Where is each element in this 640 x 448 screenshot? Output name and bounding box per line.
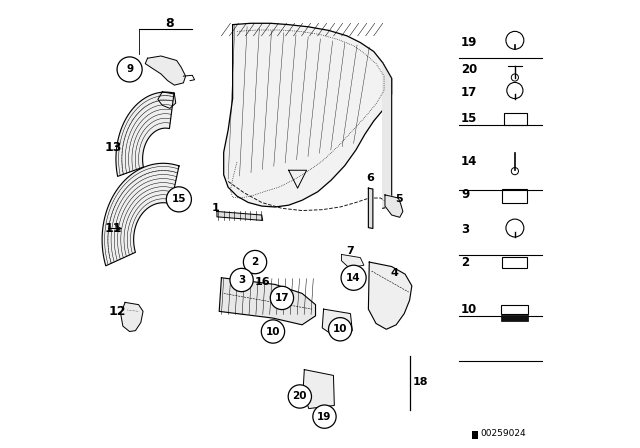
Text: 15: 15 <box>172 194 186 204</box>
Text: 5: 5 <box>396 194 403 204</box>
Bar <box>502 305 529 314</box>
Text: 3: 3 <box>461 223 469 236</box>
Polygon shape <box>383 63 392 208</box>
Polygon shape <box>303 370 334 409</box>
Text: 2: 2 <box>252 257 259 267</box>
Circle shape <box>261 320 285 343</box>
Text: 11: 11 <box>104 222 122 235</box>
Text: 4: 4 <box>391 268 399 278</box>
Text: 8: 8 <box>165 17 174 30</box>
Text: 6: 6 <box>366 173 374 183</box>
Polygon shape <box>342 254 364 268</box>
Text: 3: 3 <box>238 275 245 285</box>
Text: 17: 17 <box>461 86 477 99</box>
Polygon shape <box>158 92 176 108</box>
Circle shape <box>230 268 253 292</box>
Text: 13: 13 <box>104 141 122 155</box>
Circle shape <box>288 385 312 408</box>
Circle shape <box>117 57 142 82</box>
Polygon shape <box>116 92 174 177</box>
Polygon shape <box>121 302 143 332</box>
Text: 10: 10 <box>333 324 348 334</box>
Text: 19: 19 <box>317 412 332 422</box>
Polygon shape <box>385 195 403 217</box>
Text: 9: 9 <box>461 188 469 202</box>
Text: 17: 17 <box>275 293 289 303</box>
Polygon shape <box>323 309 352 337</box>
Text: 10: 10 <box>266 327 280 336</box>
Text: 7: 7 <box>346 246 354 256</box>
Bar <box>504 113 527 125</box>
Polygon shape <box>145 56 186 85</box>
Polygon shape <box>369 188 373 228</box>
Bar <box>502 315 529 321</box>
Text: 10: 10 <box>461 302 477 316</box>
Text: 2: 2 <box>461 255 469 269</box>
Circle shape <box>270 286 294 310</box>
Bar <box>502 189 527 203</box>
Text: 20: 20 <box>292 392 307 401</box>
Circle shape <box>328 318 352 341</box>
Bar <box>472 431 477 439</box>
Text: 14: 14 <box>346 273 361 283</box>
Polygon shape <box>220 278 316 325</box>
Text: 18: 18 <box>413 377 429 387</box>
Text: 20: 20 <box>461 63 477 76</box>
Circle shape <box>243 250 267 274</box>
Circle shape <box>166 187 191 212</box>
Bar <box>502 257 527 268</box>
Text: 9: 9 <box>126 65 133 74</box>
Text: 15: 15 <box>461 112 477 125</box>
Text: 1: 1 <box>212 203 220 213</box>
Polygon shape <box>369 262 412 329</box>
Polygon shape <box>224 23 392 207</box>
Circle shape <box>341 265 366 290</box>
Text: 12: 12 <box>109 305 126 318</box>
Text: 14: 14 <box>461 155 477 168</box>
Polygon shape <box>217 211 262 220</box>
Polygon shape <box>102 164 179 266</box>
Text: 19: 19 <box>461 36 477 49</box>
Circle shape <box>313 405 336 428</box>
Text: 16: 16 <box>255 277 271 287</box>
Text: 00259024: 00259024 <box>481 429 526 438</box>
